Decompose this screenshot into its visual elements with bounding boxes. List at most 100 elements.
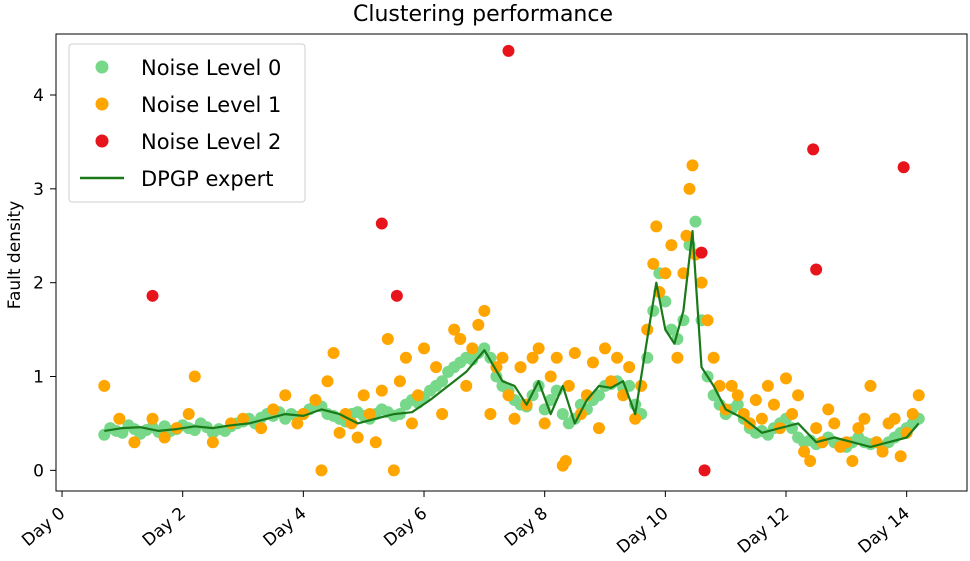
point-noise-level-2 <box>375 217 388 230</box>
point-noise-level-1 <box>267 403 280 416</box>
y-tick-label: 4 <box>33 86 44 106</box>
legend-entry-dpgp-expert: DPGP expert <box>80 167 274 191</box>
point-noise-level-1 <box>786 408 799 421</box>
series-noise-level-1 <box>98 159 925 477</box>
point-noise-level-2 <box>897 161 910 174</box>
point-noise-level-1 <box>309 393 322 406</box>
legend-label: DPGP expert <box>141 167 274 191</box>
point-noise-level-1 <box>888 412 901 425</box>
point-noise-level-1 <box>780 372 793 385</box>
point-noise-level-1 <box>846 454 859 467</box>
point-noise-level-1 <box>526 351 539 364</box>
legend: Noise Level 0 Noise Level 1 Noise Level 2 D… <box>68 43 306 203</box>
point-noise-level-1 <box>906 408 919 421</box>
plot-area <box>98 44 925 477</box>
point-noise-level-1 <box>351 431 364 444</box>
point-noise-level-1 <box>828 417 841 430</box>
point-noise-level-1 <box>707 351 720 364</box>
point-noise-level-1 <box>369 436 382 449</box>
point-noise-level-1 <box>858 412 871 425</box>
legend-label: Noise Level 1 <box>141 93 281 117</box>
point-noise-level-1 <box>695 276 708 289</box>
point-noise-level-1 <box>206 436 219 449</box>
point-noise-level-1 <box>113 412 126 425</box>
point-noise-level-1 <box>514 361 527 374</box>
point-noise-level-1 <box>345 417 358 430</box>
point-noise-level-0 <box>659 295 672 308</box>
point-noise-level-1 <box>291 417 304 430</box>
point-noise-level-1 <box>864 379 877 392</box>
point-noise-level-1 <box>592 422 605 435</box>
point-noise-level-2 <box>390 289 403 302</box>
point-noise-level-1 <box>611 351 624 364</box>
x-axis: Day 0 Day 2 Day 4 Day 6 Day 8 Day 10 Day 12 Day… <box>18 491 914 558</box>
point-noise-level-1 <box>580 389 593 402</box>
point-noise-level-1 <box>559 454 572 467</box>
y-tick-label: 3 <box>33 180 44 200</box>
point-noise-level-1 <box>894 450 907 463</box>
point-noise-level-1 <box>454 332 467 345</box>
point-noise-level-2 <box>695 246 708 259</box>
point-noise-level-1 <box>502 389 515 402</box>
point-noise-level-2 <box>502 44 515 57</box>
point-noise-level-1 <box>472 318 485 331</box>
point-noise-level-1 <box>98 379 111 392</box>
point-noise-level-1 <box>182 408 195 421</box>
point-noise-level-1 <box>484 408 497 421</box>
point-noise-level-1 <box>659 267 672 280</box>
point-noise-level-1 <box>731 389 744 402</box>
point-noise-level-1 <box>701 314 714 327</box>
point-noise-level-1 <box>224 417 237 430</box>
point-noise-level-2 <box>810 263 823 276</box>
point-noise-level-1 <box>683 182 696 195</box>
x-tick-label: Day 0 <box>18 504 69 551</box>
x-tick-label: Day 2 <box>139 504 190 551</box>
point-noise-level-0 <box>731 398 744 411</box>
plot-frame <box>55 33 968 492</box>
point-noise-level-1 <box>297 408 310 421</box>
point-noise-level-1 <box>623 361 636 374</box>
point-noise-level-1 <box>158 431 171 444</box>
legend-entry-noise-level-1: Noise Level 1 <box>95 93 281 117</box>
series-line-dpgp-expert <box>104 230 920 448</box>
point-noise-level-1 <box>680 229 693 242</box>
x-tick-label: Day 12 <box>734 504 793 558</box>
point-noise-level-1 <box>532 342 545 355</box>
point-noise-level-1 <box>405 417 418 430</box>
legend-marker-swatch <box>95 97 109 111</box>
chart-title: Clustering performance <box>353 2 613 27</box>
x-tick-label: Day 4 <box>260 504 311 551</box>
point-noise-level-1 <box>671 351 684 364</box>
point-noise-level-1 <box>822 403 835 416</box>
point-noise-level-1 <box>562 379 575 392</box>
point-noise-level-0 <box>689 215 702 228</box>
point-noise-level-1 <box>665 239 678 252</box>
point-noise-level-1 <box>749 393 762 406</box>
point-noise-level-1 <box>381 332 394 345</box>
point-noise-level-1 <box>339 408 352 421</box>
point-noise-level-1 <box>792 389 805 402</box>
point-noise-level-0 <box>436 375 449 388</box>
y-tick-label: 0 <box>33 461 44 481</box>
point-noise-level-1 <box>650 220 663 233</box>
point-noise-level-1 <box>430 361 443 374</box>
point-noise-level-1 <box>399 351 412 364</box>
point-noise-level-2 <box>146 289 159 302</box>
point-noise-level-1 <box>357 389 370 402</box>
point-noise-level-1 <box>568 347 581 360</box>
point-noise-level-1 <box>544 370 557 383</box>
y-axis-label: Fault density <box>5 201 25 310</box>
point-noise-level-1 <box>363 408 376 421</box>
legend-entry-noise-level-0: Noise Level 0 <box>95 56 281 80</box>
point-noise-level-1 <box>810 422 823 435</box>
point-noise-level-0 <box>592 389 605 402</box>
y-tick-label: 1 <box>33 368 44 388</box>
point-noise-level-1 <box>725 379 738 392</box>
point-noise-level-1 <box>128 436 141 449</box>
point-noise-level-1 <box>686 159 699 172</box>
point-noise-level-1 <box>804 454 817 467</box>
legend-label: Noise Level 0 <box>141 56 281 80</box>
point-noise-level-0 <box>478 342 491 355</box>
point-noise-level-1 <box>761 379 774 392</box>
